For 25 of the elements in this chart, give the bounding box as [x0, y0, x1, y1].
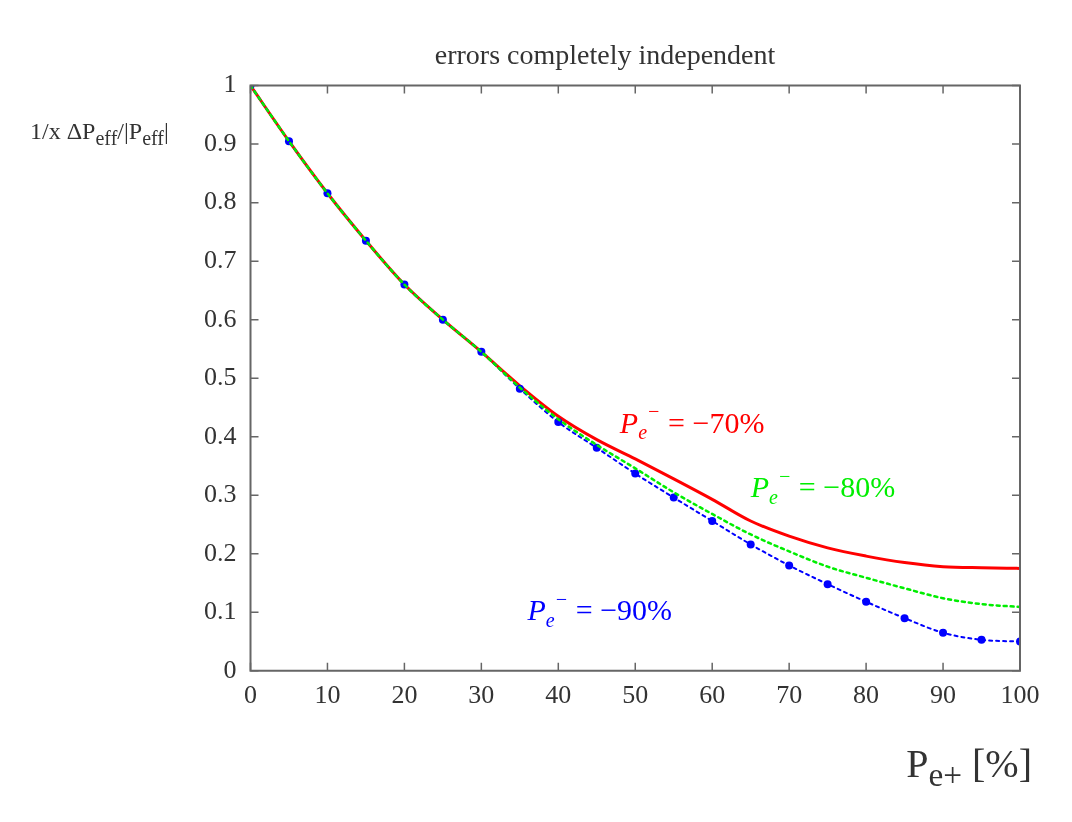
x-tick-label: 50 [622, 680, 649, 710]
x-tick-label: 40 [545, 680, 572, 710]
y-tick-label: 0 [223, 654, 237, 684]
x-tick-label: 0 [244, 680, 257, 710]
y-axis-title: 1/x ΔP$_{eff}$/|P$_{eff}$| [30, 118, 169, 150]
y-tick-label: 0.6 [204, 303, 237, 333]
x-tick-label: 70 [776, 680, 803, 710]
y-tick-label: 0.9 [204, 127, 237, 157]
x-tick-label: 30 [468, 680, 495, 710]
y-tick-label: 0.4 [204, 420, 237, 450]
x-tick-label: 20 [391, 680, 418, 710]
chart-title: errors completely independent [434, 39, 776, 71]
y-tick-label: 0.8 [204, 186, 237, 216]
x-tick-label: 60 [699, 680, 726, 710]
x-tick-label: 80 [853, 680, 880, 710]
y-tick-label: 0.3 [204, 479, 237, 509]
y-tick-label: 0.5 [204, 362, 237, 392]
x-axis-title: P$_{e+}$ [%] [906, 740, 1032, 794]
x-tick-label: 90 [930, 680, 957, 710]
y-tick-label: 1 [223, 69, 237, 99]
y-tick-label: 0.7 [204, 244, 237, 274]
x-tick-label: 100 [1000, 680, 1040, 710]
y-tick-label: 0.1 [204, 596, 237, 626]
x-tick-label: 10 [314, 680, 341, 710]
y-tick-label: 0.2 [204, 537, 237, 567]
